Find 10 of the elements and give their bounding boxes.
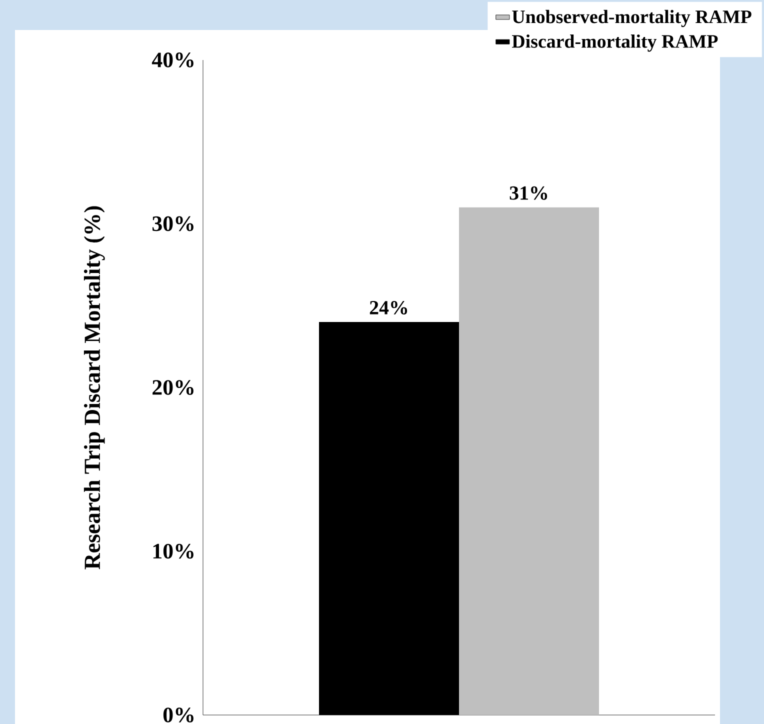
y-tick-label: 20% [152,380,194,395]
y-tick-label: 0% [163,708,194,722]
y-tick-label: 30% [152,216,194,232]
y-tick-label: 10% [153,544,194,559]
y-axis-title: Research Trip Discard Mortality (%) [84,206,105,570]
data-label: 31% [510,186,548,200]
legend-label: Unobserved-mortality RAMP [512,10,752,28]
y-tick-label: 40% [152,52,194,68]
data-label: 24% [370,300,408,314]
legend-label: Discard-mortality RAMP [512,34,718,52]
